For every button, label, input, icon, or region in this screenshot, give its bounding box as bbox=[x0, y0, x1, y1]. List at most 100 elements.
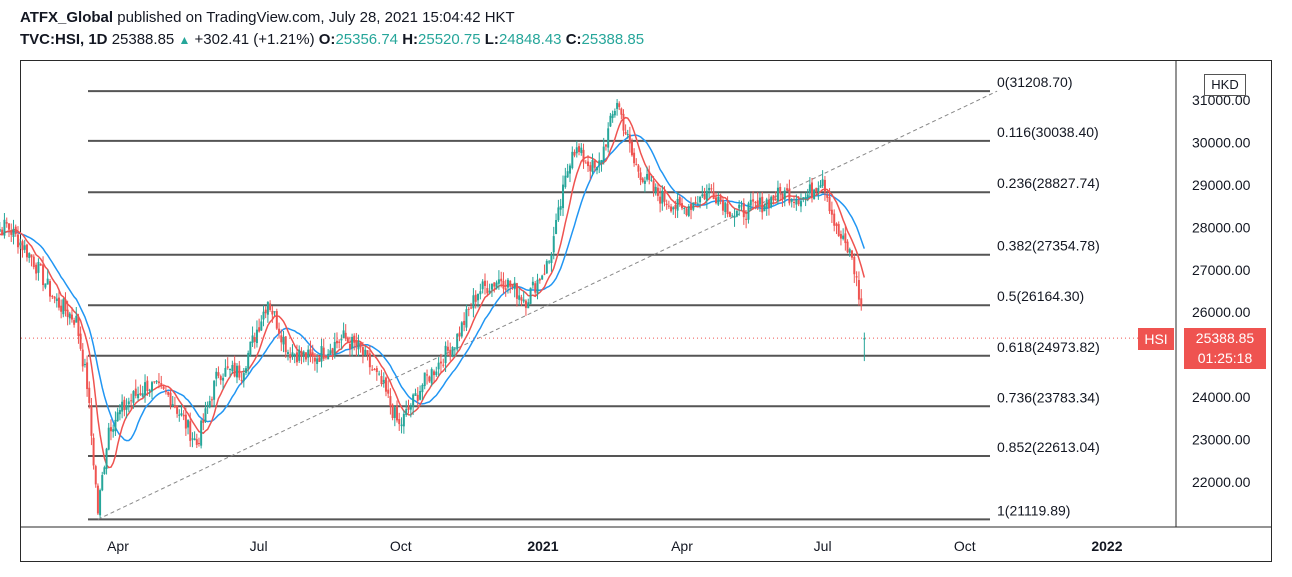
candle[interactable] bbox=[699, 195, 702, 209]
candle[interactable] bbox=[604, 144, 607, 151]
candle[interactable] bbox=[109, 419, 112, 441]
candle[interactable] bbox=[622, 109, 625, 137]
candle[interactable] bbox=[187, 419, 190, 435]
candle[interactable] bbox=[16, 226, 19, 254]
candle[interactable] bbox=[247, 350, 250, 375]
candle[interactable] bbox=[269, 300, 272, 312]
candle[interactable] bbox=[333, 332, 336, 359]
candle[interactable] bbox=[665, 199, 668, 210]
candle[interactable] bbox=[284, 336, 287, 358]
candle[interactable] bbox=[318, 356, 321, 362]
candle[interactable] bbox=[477, 293, 480, 308]
candle[interactable] bbox=[141, 385, 144, 398]
candle[interactable] bbox=[189, 412, 192, 447]
candle[interactable] bbox=[331, 347, 334, 360]
candle[interactable] bbox=[674, 200, 677, 219]
candle[interactable] bbox=[244, 365, 247, 376]
candle[interactable] bbox=[823, 175, 826, 201]
candle[interactable] bbox=[432, 369, 435, 384]
candle[interactable] bbox=[467, 307, 470, 317]
candle[interactable] bbox=[338, 339, 341, 349]
candle[interactable] bbox=[191, 432, 194, 448]
candle[interactable] bbox=[747, 201, 750, 224]
candle[interactable] bbox=[39, 262, 42, 266]
candle[interactable] bbox=[366, 350, 369, 361]
candle[interactable] bbox=[1, 226, 4, 236]
candle[interactable] bbox=[435, 366, 438, 377]
candle[interactable] bbox=[14, 224, 17, 237]
candle[interactable] bbox=[137, 386, 140, 401]
candle[interactable] bbox=[107, 422, 110, 451]
candle[interactable] bbox=[144, 374, 147, 403]
candle[interactable] bbox=[513, 277, 516, 298]
candle[interactable] bbox=[57, 288, 60, 311]
candle[interactable] bbox=[529, 287, 532, 305]
candle[interactable] bbox=[774, 191, 777, 201]
candle[interactable] bbox=[298, 345, 301, 363]
candle[interactable] bbox=[416, 387, 419, 407]
candle[interactable] bbox=[391, 403, 394, 421]
candle[interactable] bbox=[783, 187, 786, 207]
candle[interactable] bbox=[643, 176, 646, 193]
candle[interactable] bbox=[275, 308, 278, 330]
candle[interactable] bbox=[92, 433, 95, 470]
candle[interactable] bbox=[7, 223, 10, 238]
candle[interactable] bbox=[12, 219, 15, 245]
candle[interactable] bbox=[134, 379, 137, 399]
candle[interactable] bbox=[837, 221, 840, 237]
candle[interactable] bbox=[761, 191, 764, 220]
candle[interactable] bbox=[361, 341, 364, 364]
candle[interactable] bbox=[524, 299, 527, 316]
candle[interactable] bbox=[405, 400, 408, 417]
candle[interactable] bbox=[696, 195, 699, 205]
candle[interactable] bbox=[146, 376, 149, 396]
candle[interactable] bbox=[552, 226, 555, 260]
candle[interactable] bbox=[493, 282, 496, 293]
candle[interactable] bbox=[286, 349, 289, 361]
candle[interactable] bbox=[68, 311, 71, 325]
candle[interactable] bbox=[613, 108, 616, 118]
candle[interactable] bbox=[375, 365, 378, 381]
candle[interactable] bbox=[200, 419, 203, 449]
candle[interactable] bbox=[260, 315, 263, 332]
candle[interactable] bbox=[648, 165, 651, 185]
candle[interactable] bbox=[103, 465, 106, 475]
candle[interactable] bbox=[683, 207, 686, 215]
candle[interactable] bbox=[830, 201, 833, 223]
candle[interactable] bbox=[121, 394, 124, 419]
candle[interactable] bbox=[235, 363, 238, 384]
candle[interactable] bbox=[490, 283, 493, 297]
candle[interactable] bbox=[118, 404, 121, 421]
candle[interactable] bbox=[839, 230, 842, 246]
candle[interactable] bbox=[550, 252, 553, 272]
candle[interactable] bbox=[273, 311, 276, 316]
candle[interactable] bbox=[10, 223, 13, 242]
candle[interactable] bbox=[573, 149, 576, 158]
candle[interactable] bbox=[453, 347, 456, 357]
candle[interactable] bbox=[724, 202, 727, 218]
candle[interactable] bbox=[559, 198, 562, 216]
candle[interactable] bbox=[846, 239, 849, 254]
candle[interactable] bbox=[3, 213, 6, 239]
candle[interactable] bbox=[139, 384, 142, 396]
candle[interactable] bbox=[543, 264, 546, 276]
candle[interactable] bbox=[819, 180, 822, 188]
candle[interactable] bbox=[393, 405, 396, 427]
candle[interactable] bbox=[5, 217, 8, 228]
candle[interactable] bbox=[255, 320, 258, 348]
candle[interactable] bbox=[813, 188, 816, 200]
candle[interactable] bbox=[32, 254, 35, 270]
candle[interactable] bbox=[155, 380, 158, 385]
candle[interactable] bbox=[37, 258, 40, 281]
candle[interactable] bbox=[465, 304, 468, 332]
candle[interactable] bbox=[504, 279, 507, 297]
candle[interactable] bbox=[799, 193, 802, 213]
candle[interactable] bbox=[857, 271, 860, 306]
candle[interactable] bbox=[596, 166, 599, 175]
candle[interactable] bbox=[30, 254, 33, 267]
candle[interactable] bbox=[511, 284, 514, 290]
candle[interactable] bbox=[81, 343, 84, 372]
candle[interactable] bbox=[633, 148, 636, 167]
candle[interactable] bbox=[444, 341, 447, 373]
candle[interactable] bbox=[821, 170, 824, 188]
